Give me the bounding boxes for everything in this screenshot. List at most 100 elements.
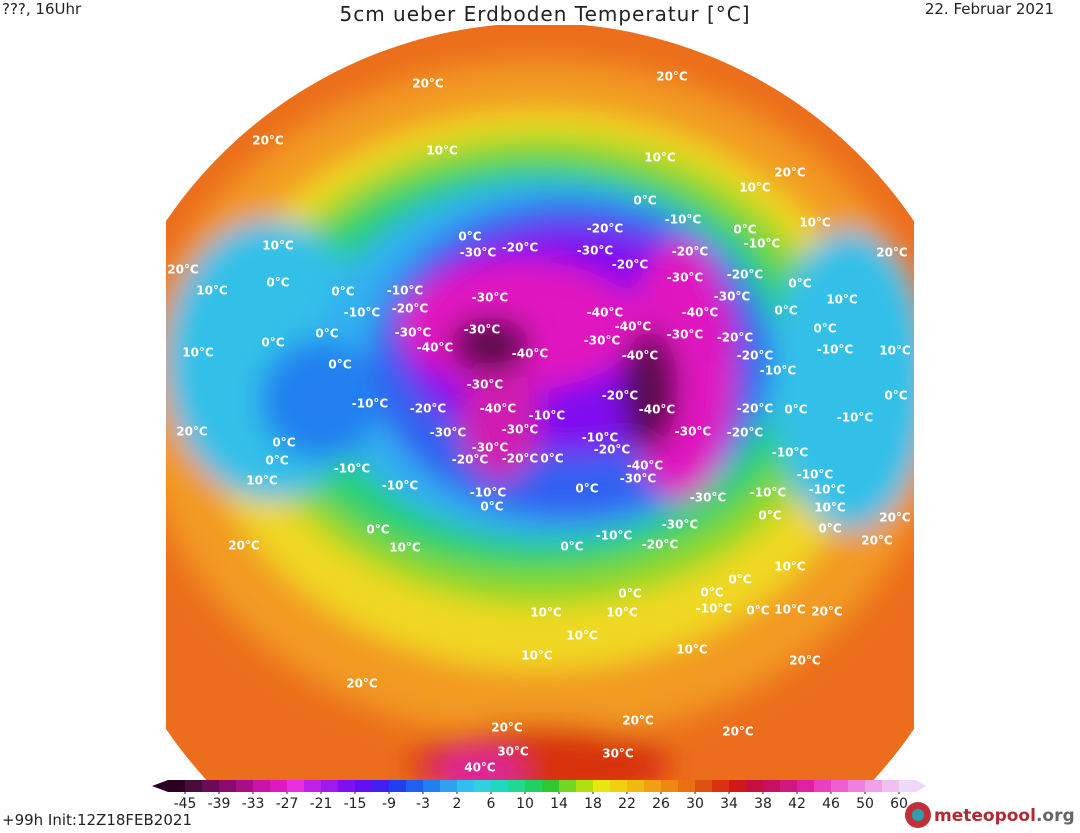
contour-label: 0°C — [774, 304, 797, 318]
colorbar-segment — [457, 780, 475, 792]
contour-label: 0°C — [331, 285, 354, 299]
colorbar-segment — [440, 780, 458, 792]
colorbar-label: -21 — [310, 796, 333, 812]
colorbar-segment — [814, 780, 832, 792]
colorbar-segment — [797, 780, 815, 792]
contour-label: -40°C — [587, 306, 624, 320]
contour-label: 20°C — [622, 714, 654, 728]
contour-label: 0°C — [328, 358, 351, 372]
contour-label: -30°C — [577, 244, 614, 258]
contour-label: 0°C — [728, 573, 751, 587]
contour-label: 40°C — [464, 761, 496, 775]
colorbar-segment — [763, 780, 781, 792]
contour-label: 10°C — [262, 239, 294, 253]
colorbar-segment — [236, 780, 254, 792]
contour-label: 0°C — [261, 336, 284, 350]
contour-label: -20°C — [452, 453, 489, 467]
contour-label: 0°C — [758, 509, 781, 523]
colorbar-segment — [593, 780, 611, 792]
contour-label: -20°C — [392, 302, 429, 316]
colorbar-segment — [321, 780, 339, 792]
colorbar-label: -33 — [242, 796, 265, 812]
contour-label: -20°C — [642, 538, 679, 552]
colorbar-label: 6 — [487, 796, 496, 812]
contour-label: 10°C — [426, 144, 458, 158]
contour-label: 0°C — [265, 454, 288, 468]
contour-label: 0°C — [746, 604, 769, 618]
contour-label: 20°C — [656, 70, 688, 84]
colorbar-segment — [865, 780, 883, 792]
contour-label: -30°C — [620, 472, 657, 486]
colorbar-segment — [508, 780, 526, 792]
colorbar-segment — [287, 780, 305, 792]
contour-label: 20°C — [879, 511, 911, 525]
colorbar-label: -3 — [416, 796, 430, 812]
colorbar-segment — [559, 780, 577, 792]
contour-label: 20°C — [252, 134, 284, 148]
contour-label: -10°C — [797, 468, 834, 482]
contour-label: 0°C — [560, 540, 583, 554]
contour-label: -40°C — [627, 459, 664, 473]
contour-label: 0°C — [700, 586, 723, 600]
contour-label: -30°C — [467, 378, 504, 392]
contour-label: -10°C — [529, 409, 566, 423]
contour-label: -10°C — [344, 306, 381, 320]
contour-label: 20°C — [412, 77, 444, 91]
contour-label: 20°C — [789, 654, 821, 668]
contour-label: -30°C — [502, 423, 539, 437]
contour-label: -20°C — [672, 245, 709, 259]
contour-label: -40°C — [622, 349, 659, 363]
contour-label: -40°C — [615, 320, 652, 334]
contour-label: -10°C — [809, 483, 846, 497]
contour-label: 10°C — [879, 344, 911, 358]
contour-label: -20°C — [502, 452, 539, 466]
contour-label: 30°C — [602, 747, 634, 761]
colorbar-label: 10 — [516, 796, 534, 812]
colorbar-arrow — [916, 780, 926, 792]
contour-label: -10°C — [696, 602, 733, 616]
contour-label: 20°C — [861, 534, 893, 548]
contour-label: -30°C — [675, 425, 712, 439]
contour-label: 10°C — [530, 606, 562, 620]
contour-label: 0°C — [266, 276, 289, 290]
contour-label: 20°C — [228, 539, 260, 553]
colorbar-label: 42 — [788, 796, 806, 812]
contour-label: -20°C — [727, 268, 764, 282]
contour-label: 0°C — [480, 500, 503, 514]
title: 5cm ueber Erdboden Temperatur [°C] — [339, 2, 750, 26]
colorbar-segment — [185, 780, 203, 792]
contour-label: -20°C — [602, 389, 639, 403]
contour-label: -10°C — [596, 529, 633, 543]
contour-label: 0°C — [575, 482, 598, 496]
colorbar-segment — [423, 780, 441, 792]
contour-label: 10°C — [774, 603, 806, 617]
contour-label: -20°C — [502, 241, 539, 255]
colorbar-segment — [202, 780, 220, 792]
colorbar-segment — [304, 780, 322, 792]
contour-label: 30°C — [497, 745, 529, 759]
colorbar-label: -27 — [276, 796, 299, 812]
colorbar-segment — [644, 780, 662, 792]
contour-label: -20°C — [612, 258, 649, 272]
contour-label: 10°C — [774, 560, 806, 574]
contour-label: 10°C — [246, 474, 278, 488]
contour-label: 10°C — [196, 284, 228, 298]
logo-suffix: .org — [1036, 806, 1075, 826]
contour-label: -10°C — [387, 284, 424, 298]
colorbar-segment — [406, 780, 424, 792]
contour-label: -40°C — [417, 341, 454, 355]
colorbar-segment — [338, 780, 356, 792]
colorbar-label: 60 — [890, 796, 908, 812]
colorbar-segment — [882, 780, 900, 792]
contour-label: 0°C — [788, 277, 811, 291]
contour-label: 0°C — [813, 322, 836, 336]
contour-label: 10°C — [826, 293, 858, 307]
contour-label: 10°C — [566, 629, 598, 643]
contour-label: 0°C — [458, 230, 481, 244]
contour-label: 20°C — [167, 263, 199, 277]
colorbar-label: 22 — [618, 796, 636, 812]
colorbar-segment — [576, 780, 594, 792]
contour-label: -30°C — [472, 441, 509, 455]
header-left: ???, 16Uhr — [2, 0, 82, 18]
